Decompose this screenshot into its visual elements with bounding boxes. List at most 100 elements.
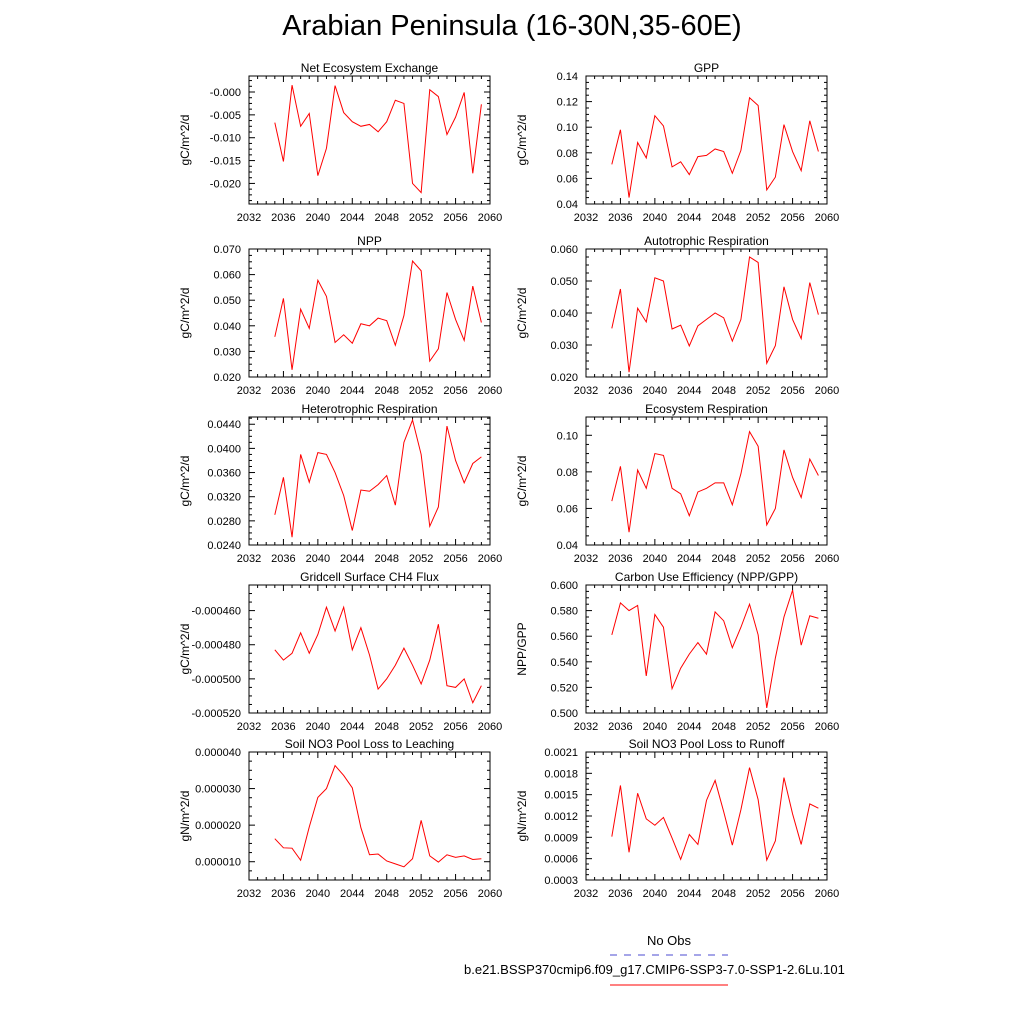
- x-tick-label: 2036: [608, 888, 632, 900]
- y-tick-label: 0.0320: [207, 492, 241, 504]
- panel-2: 2032 2036 2040 2044 2048 2052 2056 2060 0.04 0.06…: [515, 61, 839, 224]
- series-line: [611, 767, 819, 862]
- x-tick-label: 2036: [271, 721, 295, 733]
- x-tick-label: 2036: [271, 553, 295, 565]
- y-tick-label: 0.000010: [195, 857, 241, 869]
- x-tick-label: 2056: [780, 553, 804, 565]
- x-tick-label: 2032: [237, 385, 261, 397]
- y-axis-label: gC/m^2/d: [178, 288, 192, 339]
- x-tick-label: 2044: [677, 888, 701, 900]
- y-tick-label: 0.500: [550, 708, 578, 720]
- y-axis-label: gC/m^2/d: [515, 456, 529, 507]
- series-line: [274, 418, 482, 538]
- y-tick-label: 0.030: [550, 340, 578, 352]
- y-axis-label: gN/m^2/d: [515, 791, 529, 842]
- y-tick-label: 0.06: [557, 173, 578, 185]
- x-tick-label: 2036: [608, 212, 632, 224]
- y-tick-label: 0.070: [213, 244, 241, 256]
- panel-4: 2032 2036 2040 2044 2048 2052 2056 2060 0.020 0.0…: [515, 234, 839, 397]
- x-tick-label: 2044: [340, 553, 364, 565]
- y-tick-label: -0.000520: [191, 708, 241, 720]
- x-tick-label: 2056: [443, 212, 467, 224]
- x-tick-label: 2032: [574, 721, 598, 733]
- x-tick-label: 2032: [237, 212, 261, 224]
- y-tick-label: 0.0021: [544, 747, 578, 759]
- y-tick-label: 0.520: [550, 682, 578, 694]
- plot-frame: [248, 751, 491, 881]
- y-tick-label: 0.020: [213, 372, 241, 384]
- x-tick-label: 2056: [443, 553, 467, 565]
- panel-6: 2032 2036 2040 2044 2048 2052 2056 2060 0.04 0.06…: [515, 402, 839, 565]
- y-tick-label: 0.560: [550, 631, 578, 643]
- x-tick-label: 2060: [815, 721, 839, 733]
- y-tick-label: 0.060: [213, 270, 241, 282]
- x-tick-label: 2056: [780, 385, 804, 397]
- y-tick-label: 0.0440: [207, 419, 241, 431]
- x-tick-label: 2040: [306, 721, 330, 733]
- x-tick-label: 2036: [271, 888, 295, 900]
- legend-case-label: b.e21.BSSP370cmip6.f09_g17.CMIP6-SSP3-7.…: [464, 962, 845, 977]
- y-tick-label: 0.540: [550, 657, 578, 669]
- x-tick-label: 2032: [237, 553, 261, 565]
- panel-10: 2032 2036 2040 2044 2048 2052 2056 2060 0.0003 0.…: [515, 737, 839, 900]
- panel-5: 2032 2036 2040 2044 2048 2052 2056 2060 0.0240 0.…: [178, 402, 502, 565]
- x-tick-label: 2048: [374, 553, 398, 565]
- panel-title: Soil NO3 Pool Loss to Runoff: [629, 737, 786, 751]
- x-tick-label: 2036: [608, 553, 632, 565]
- x-tick-label: 2060: [478, 385, 502, 397]
- y-tick-label: 0.08: [557, 467, 578, 479]
- panel-title: Ecosystem Respiration: [645, 402, 768, 416]
- y-tick-label: 0.040: [550, 308, 578, 320]
- y-tick-label: 0.050: [213, 295, 241, 307]
- x-tick-label: 2040: [643, 385, 667, 397]
- x-tick-label: 2052: [409, 553, 433, 565]
- y-tick-label: 0.0018: [544, 768, 578, 780]
- series-line: [611, 96, 819, 198]
- y-axis-label: gC/m^2/d: [178, 624, 192, 675]
- y-tick-label: 0.08: [557, 148, 578, 160]
- y-axis-label: gC/m^2/d: [515, 288, 529, 339]
- x-tick-label: 2056: [780, 888, 804, 900]
- series-line: [611, 430, 819, 533]
- y-tick-label: 0.000040: [195, 747, 241, 759]
- x-tick-label: 2040: [643, 212, 667, 224]
- x-tick-label: 2044: [677, 212, 701, 224]
- y-tick-label: 0.040: [213, 321, 241, 333]
- y-tick-label: -0.000: [210, 87, 241, 99]
- panel-title: Net Ecosystem Exchange: [301, 61, 439, 75]
- plot-frame: [248, 416, 491, 546]
- y-tick-label: -0.000500: [191, 674, 241, 686]
- x-tick-label: 2052: [746, 212, 770, 224]
- y-tick-label: 0.10: [557, 122, 578, 134]
- x-tick-label: 2060: [478, 212, 502, 224]
- y-tick-label: 0.580: [550, 606, 578, 618]
- series-line: [274, 764, 482, 868]
- y-tick-label: 0.0009: [544, 832, 578, 844]
- y-tick-label: 0.000020: [195, 820, 241, 832]
- y-axis-label: gC/m^2/d: [178, 115, 192, 166]
- panel-title: Soil NO3 Pool Loss to Leaching: [285, 737, 454, 751]
- x-tick-label: 2052: [409, 212, 433, 224]
- x-tick-label: 2060: [815, 553, 839, 565]
- x-tick-label: 2060: [815, 385, 839, 397]
- x-tick-label: 2032: [574, 212, 598, 224]
- x-tick-label: 2048: [374, 721, 398, 733]
- x-tick-label: 2032: [574, 385, 598, 397]
- y-tick-label: -0.020: [210, 178, 241, 190]
- x-tick-label: 2048: [374, 385, 398, 397]
- y-tick-label: 0.0015: [544, 790, 578, 802]
- x-tick-label: 2052: [746, 553, 770, 565]
- plot-frame: [585, 751, 828, 881]
- panel-8: 2032 2036 2040 2044 2048 2052 2056 2060 0.500 0.5…: [515, 570, 839, 733]
- x-tick-label: 2048: [374, 888, 398, 900]
- y-tick-label: 0.020: [550, 372, 578, 384]
- x-tick-label: 2040: [306, 888, 330, 900]
- y-tick-label: 0.050: [550, 276, 578, 288]
- x-tick-label: 2044: [677, 721, 701, 733]
- y-tick-label: 0.060: [550, 244, 578, 256]
- panel-title: Heterotrophic Respiration: [301, 402, 437, 416]
- y-tick-label: 0.0003: [544, 875, 578, 887]
- x-tick-label: 2040: [306, 553, 330, 565]
- y-tick-label: 0.0240: [207, 540, 241, 552]
- y-axis-label: NPP/GPP: [515, 622, 529, 675]
